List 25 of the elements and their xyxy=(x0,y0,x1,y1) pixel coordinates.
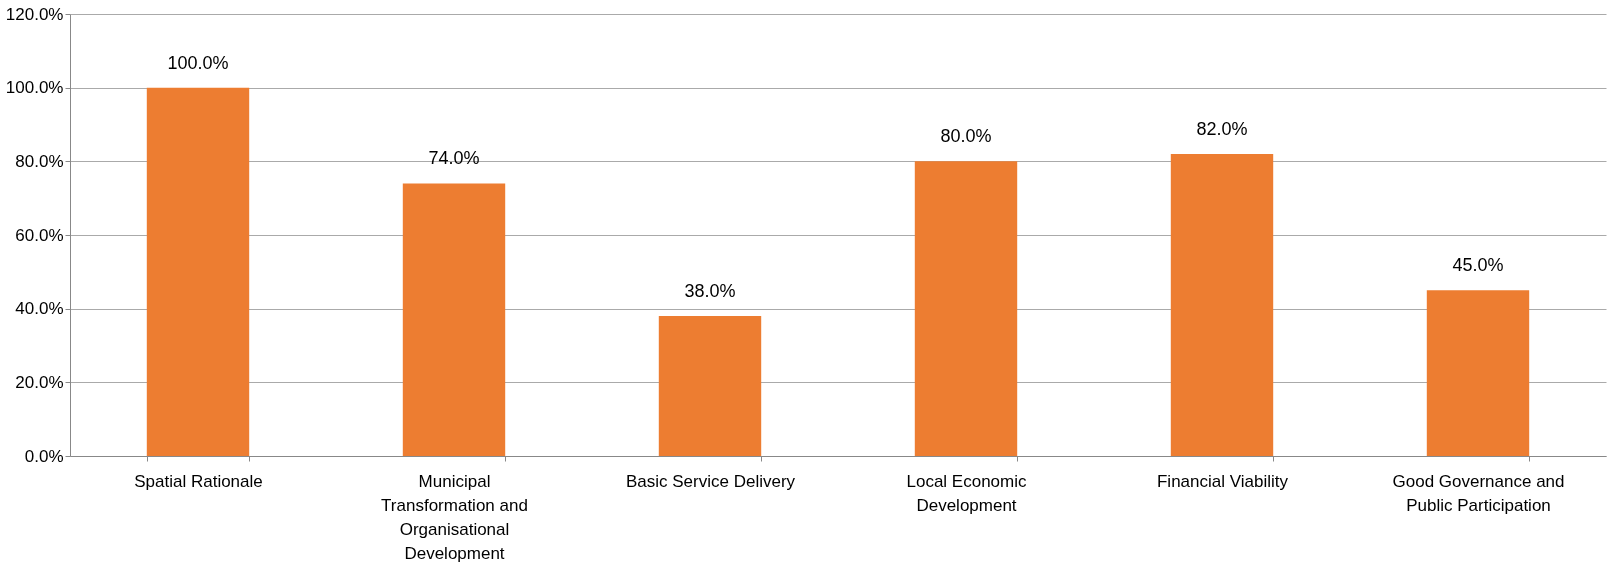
data-label: 82.0% xyxy=(1196,118,1248,139)
y-tick-label: 0.0% xyxy=(24,446,64,466)
data-label: 38.0% xyxy=(684,281,736,302)
y-tick-label: 120.0% xyxy=(5,4,64,24)
data-label: 74.0% xyxy=(428,148,480,169)
bar xyxy=(402,183,506,456)
x-tick-label: Spatial Rationale xyxy=(134,471,263,491)
x-tick-label: Financial Viability xyxy=(1156,471,1289,491)
y-tick-label: 100.0% xyxy=(5,78,64,98)
bar xyxy=(658,316,762,456)
y-tick-label: 80.0% xyxy=(15,151,64,171)
bar xyxy=(146,87,250,456)
y-tick-label: 20.0% xyxy=(15,372,64,392)
data-label: 100.0% xyxy=(167,52,229,73)
x-tick-label: Good Governance and Public Participation xyxy=(1392,471,1565,515)
data-label: 45.0% xyxy=(1452,255,1504,276)
bar xyxy=(914,161,1018,456)
data-label: 80.0% xyxy=(940,126,992,147)
y-tick-label: 60.0% xyxy=(15,225,64,245)
bar xyxy=(1170,153,1274,456)
x-tick-label: Local Economic Development xyxy=(906,471,1027,515)
x-tick-label: Municipal Transformation and Organisational Development xyxy=(381,471,528,563)
x-tick-label: Basic Service Delivery xyxy=(625,471,796,491)
bar xyxy=(1426,290,1530,456)
y-tick-label: 40.0% xyxy=(15,299,64,319)
